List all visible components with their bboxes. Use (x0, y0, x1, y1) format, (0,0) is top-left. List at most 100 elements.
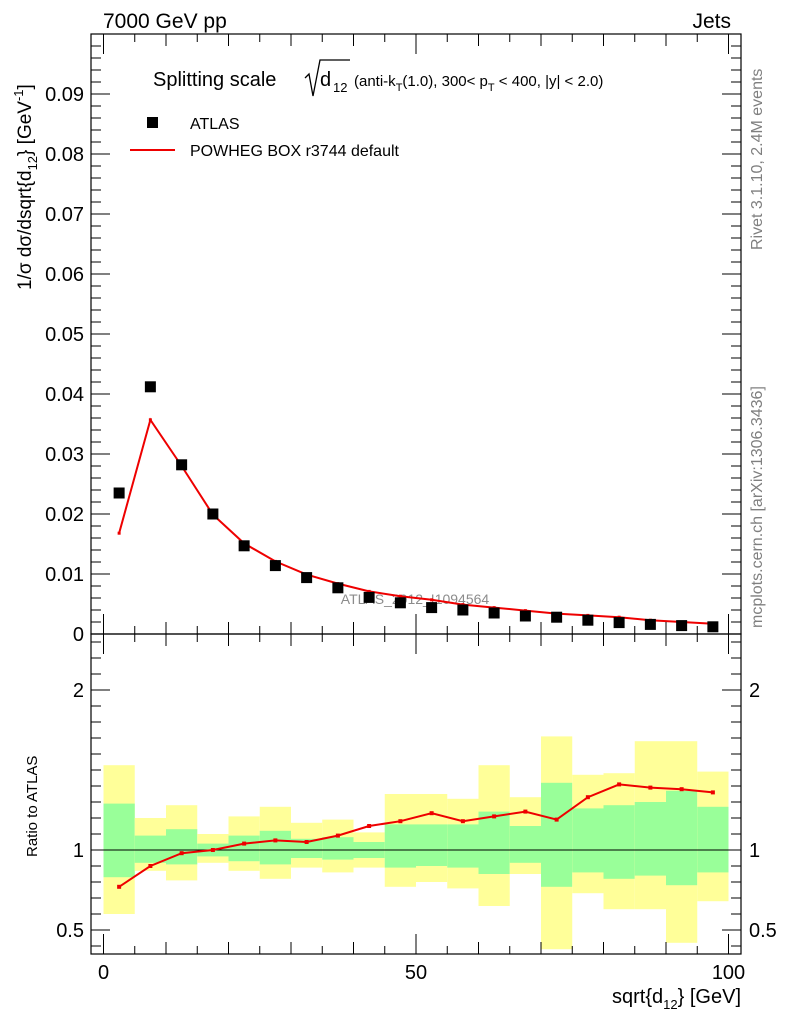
ratio-ytick-label-right: 2 (749, 680, 760, 702)
xtick-label: 100 (712, 962, 745, 984)
main-ytick-label: 0.05 (45, 324, 84, 346)
main-y-label-base: 1/σ dσ/dsqrt{d (15, 170, 36, 290)
main-y-label-sub: 12 (25, 156, 40, 170)
title-rest-2: (1.0), 300< p (402, 73, 487, 90)
main-ytick-label: 0.09 (45, 84, 84, 106)
ratio-point (679, 787, 684, 792)
main-ytick-label: 0.07 (45, 204, 84, 226)
band-inner-bin (634, 802, 666, 876)
main-ytick-label: 0.04 (45, 384, 84, 406)
x-label-end: } [GeV] (678, 986, 741, 1008)
atlas-data-point (707, 621, 719, 633)
band-inner-bin (166, 829, 198, 865)
title-rest-sub2: T (488, 82, 495, 94)
atlas-data-point (426, 602, 438, 614)
header-energy: 7000 GeV pp (103, 10, 227, 33)
ratio-point (304, 840, 309, 844)
title-sqrt-var: d (320, 69, 331, 91)
ratio-point (523, 809, 528, 814)
atlas-data-point (363, 591, 375, 603)
ratio-point (210, 848, 215, 852)
legend-data-marker (147, 117, 158, 128)
band-inner-bin (134, 835, 166, 863)
sqrt-symbol (304, 59, 350, 97)
ratio-ytick-label-left: 1 (73, 840, 84, 862)
ratio-point (273, 838, 278, 843)
atlas-data-point (144, 381, 156, 393)
title-rest-sub1: T (396, 82, 403, 94)
atlas-data-point (113, 487, 125, 499)
ratio-y-axis-label: Ratio to ATLAS (24, 756, 41, 857)
ratio-series (117, 782, 715, 889)
ratio-point (492, 814, 497, 819)
axes: 0 0.01 0.02 0.03 0.04 0.05 0.06 0.07 0.08 0.09 0 50… (45, 33, 777, 984)
atlas-data-point (488, 607, 500, 619)
xtick-label: 0 (98, 962, 109, 984)
ratio-point (335, 833, 340, 838)
mc-point (398, 594, 402, 598)
ratio-line (118, 783, 713, 888)
atlas-data-point (582, 614, 594, 626)
atlas-data-point (457, 604, 469, 616)
band-inner-bin (697, 806, 729, 873)
ratio-ytick-label-left: 0.5 (56, 920, 84, 942)
atlas-data-point (613, 617, 625, 629)
band-inner-bin (509, 826, 541, 863)
x-label-sub: 12 (663, 997, 677, 1012)
band-inner-bin (666, 790, 698, 886)
ratio-point (617, 782, 622, 787)
legend-mc-label: POWHEG BOX r3744 default (190, 143, 400, 160)
mc-point (117, 531, 121, 535)
main-ytick-label: 0.03 (45, 444, 84, 466)
band-inner-bin (384, 824, 416, 868)
atlas-data-point (176, 459, 188, 471)
atlas-data-point (207, 508, 219, 520)
mcplots-label: mcplots.cern.ch [arXiv:1306.3436] (749, 386, 766, 628)
main-ytick-label: 0 (73, 624, 84, 646)
title-rest-1: (anti-k (354, 73, 396, 90)
atlas-data-point (676, 620, 688, 632)
title-rest: (anti-kT(1.0), 300< pT < 400, |y| < 2.0) (354, 73, 603, 94)
atlas-data-point (301, 572, 313, 584)
ratio-point (585, 795, 590, 800)
band-inner-bin (478, 811, 510, 874)
ratio-point (148, 864, 153, 868)
ratio-point (710, 790, 715, 795)
main-y-label-mid: } [GeV (15, 101, 36, 156)
title-rest-3: < 400, |y| < 2.0) (495, 73, 604, 90)
ratio-ytick-label-right: 1 (749, 840, 760, 862)
ratio-point (554, 817, 559, 822)
atlas-data-point (551, 611, 563, 623)
band-inner-bin (259, 830, 291, 865)
mc-point (148, 418, 152, 422)
ratio-point (117, 884, 122, 889)
legend-data-label: ATLAS (190, 116, 240, 133)
ratio-point (460, 819, 465, 824)
main-ytick-label: 0.02 (45, 504, 84, 526)
atlas-data-point (332, 582, 344, 594)
band-inner-bin (103, 803, 135, 878)
band-inner-bin (447, 824, 479, 868)
atlas-data-point (394, 597, 406, 609)
title-prefix: Splitting scale (153, 69, 276, 91)
main-y-label-sup: -1 (11, 89, 26, 101)
main-ytick-label: 0.01 (45, 564, 84, 586)
header-process: Jets (692, 10, 731, 33)
plot-title: Splitting scale d 12 (anti-kT(1.0), 300<… (153, 59, 603, 97)
band-inner-bin (228, 835, 260, 862)
x-axis-label: sqrt{d12} [GeV] (612, 986, 741, 1012)
ratio-point (429, 811, 434, 816)
atlas-data-point (238, 540, 250, 552)
ratio-point (242, 841, 247, 846)
xtick-label: 50 (405, 962, 427, 984)
ratio-ytick-label-right: 0.5 (749, 920, 777, 942)
atlas-data-point (269, 560, 281, 572)
rivet-label: Rivet 3.1.10, 2.4M events (749, 69, 766, 250)
title-sqrt-sub: 12 (333, 80, 347, 95)
band-inner-bin (541, 782, 573, 887)
uncertainty-bands (91, 736, 741, 950)
main-ytick-label: 0.08 (45, 144, 84, 166)
atlas-data-point (519, 610, 531, 622)
band-inner-bin (291, 838, 323, 858)
